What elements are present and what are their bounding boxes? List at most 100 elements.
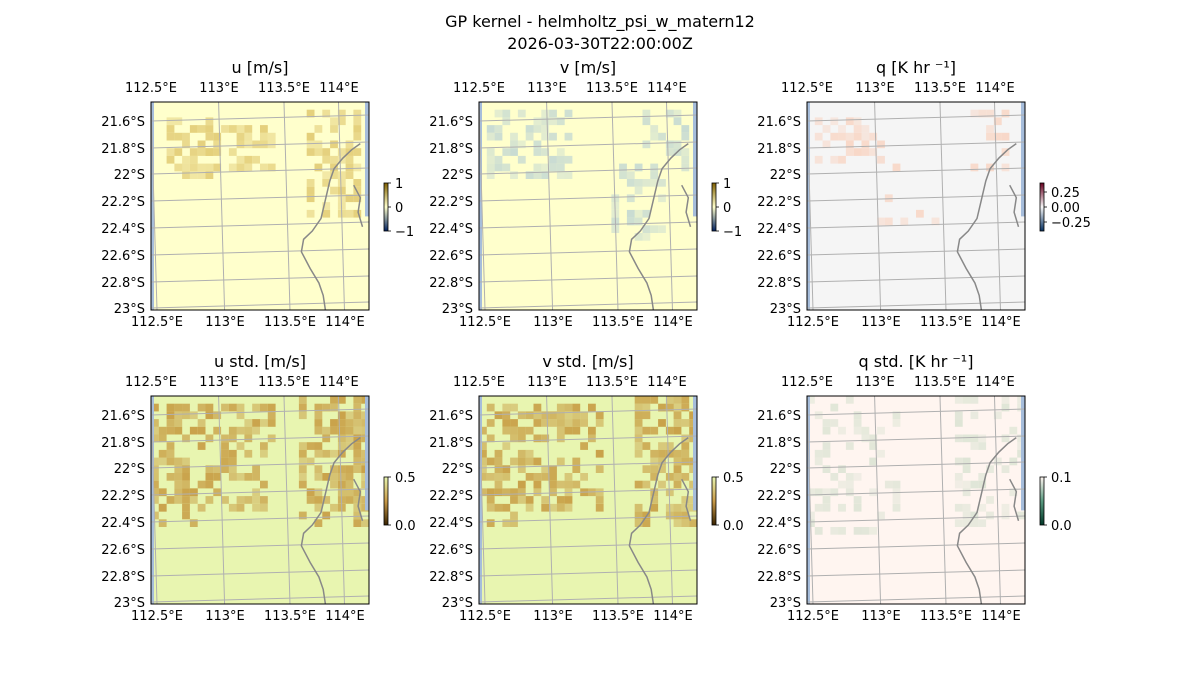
data-cell bbox=[353, 194, 362, 203]
data-cell bbox=[479, 488, 487, 497]
data-cell bbox=[182, 488, 190, 497]
data-cell bbox=[486, 419, 495, 427]
data-cell bbox=[665, 396, 674, 404]
y-tick-label: 23°S bbox=[770, 596, 801, 611]
data-cell bbox=[681, 163, 690, 172]
data-cell bbox=[221, 434, 229, 443]
data-cell bbox=[665, 148, 674, 156]
data-cell bbox=[892, 503, 901, 512]
data-cell bbox=[673, 457, 682, 466]
data-cell bbox=[556, 496, 565, 504]
data-cell bbox=[814, 457, 823, 466]
coastline bbox=[628, 142, 689, 311]
data-cell bbox=[954, 396, 963, 404]
data-cell bbox=[166, 442, 175, 450]
y-tick-label: 21.6°S bbox=[101, 409, 145, 424]
colorbar-tick-label: 1 bbox=[395, 177, 403, 192]
data-cell bbox=[158, 519, 167, 527]
data-cell bbox=[681, 125, 690, 133]
data-cell bbox=[634, 209, 643, 218]
data-cell bbox=[345, 480, 354, 489]
y-tick-label: 23°S bbox=[114, 596, 145, 611]
data-cells bbox=[166, 109, 362, 218]
data-cell bbox=[330, 419, 338, 427]
data-cell bbox=[182, 465, 190, 473]
data-cell bbox=[353, 419, 362, 427]
data-cell bbox=[595, 419, 604, 427]
y-tick-label: 22.4°S bbox=[757, 222, 801, 237]
data-cell bbox=[151, 465, 159, 473]
data-cell bbox=[182, 411, 190, 420]
data-cell bbox=[845, 488, 854, 497]
data-cell bbox=[634, 179, 643, 187]
data-cell bbox=[564, 426, 573, 435]
data-cell bbox=[556, 457, 565, 466]
data-cell bbox=[986, 511, 994, 520]
data-cell bbox=[658, 480, 666, 489]
data-cell bbox=[650, 426, 659, 435]
data-cell bbox=[673, 465, 682, 473]
data-cell bbox=[345, 465, 354, 473]
data-cell bbox=[236, 442, 245, 450]
data-cell bbox=[228, 473, 237, 481]
data-cell bbox=[486, 473, 495, 481]
colorbar: 0.5 0.0 bbox=[711, 471, 744, 534]
data-cell bbox=[322, 473, 331, 481]
map-frame bbox=[478, 395, 698, 605]
data-cell bbox=[189, 488, 198, 497]
data-cell bbox=[322, 426, 331, 435]
data-cell bbox=[533, 473, 542, 481]
data-cell bbox=[353, 209, 362, 218]
data-cell bbox=[845, 473, 854, 481]
colorbar-tick-label: 0.0 bbox=[723, 519, 744, 534]
data-cell bbox=[330, 449, 338, 458]
data-cell bbox=[322, 449, 331, 458]
data-cell bbox=[533, 148, 542, 156]
data-cell bbox=[337, 442, 346, 450]
data-cell bbox=[330, 503, 338, 512]
x-tick-label-bottom: 113.5°E bbox=[920, 315, 972, 330]
data-cell bbox=[853, 148, 862, 156]
gridlines bbox=[478, 395, 698, 605]
data-cell bbox=[634, 396, 643, 404]
data-cell bbox=[541, 117, 550, 126]
data-cell bbox=[853, 473, 862, 481]
data-cell bbox=[634, 233, 643, 241]
data-cell bbox=[869, 434, 878, 443]
data-cell bbox=[158, 503, 167, 512]
x-tick-label-bottom: 114°E bbox=[981, 315, 1021, 330]
gridlines bbox=[478, 101, 698, 311]
data-cell bbox=[595, 503, 604, 512]
coastline-inlet bbox=[353, 478, 364, 522]
data-cell bbox=[954, 434, 963, 443]
data-cell bbox=[1001, 132, 1010, 141]
data-cell bbox=[853, 496, 862, 504]
data-cell bbox=[197, 163, 206, 172]
data-cell bbox=[954, 457, 963, 466]
y-tick-label: 21.8°S bbox=[757, 436, 801, 451]
colorbar-tick-label: 0 bbox=[395, 201, 403, 216]
data-cell bbox=[814, 488, 823, 497]
y-tick-label: 23°S bbox=[442, 596, 473, 611]
data-cell bbox=[322, 179, 331, 187]
map-frame bbox=[478, 101, 698, 311]
data-cell bbox=[634, 411, 643, 420]
data-cell bbox=[572, 465, 581, 473]
data-cell bbox=[166, 403, 175, 412]
data-cell bbox=[345, 496, 354, 504]
data-cell bbox=[970, 442, 979, 450]
data-cell bbox=[306, 140, 315, 149]
data-cell bbox=[681, 449, 690, 458]
data-cell bbox=[1009, 488, 1018, 497]
data-cell bbox=[650, 225, 659, 233]
x-tick-label-top: 113°E bbox=[855, 375, 895, 390]
data-cell bbox=[174, 411, 183, 420]
data-cell bbox=[525, 125, 534, 133]
data-cell bbox=[189, 411, 198, 420]
data-cell bbox=[517, 496, 526, 504]
data-cell bbox=[556, 480, 565, 489]
data-cell bbox=[494, 488, 503, 497]
data-cell bbox=[337, 109, 346, 118]
data-cell bbox=[634, 434, 643, 443]
data-cell bbox=[244, 155, 253, 164]
